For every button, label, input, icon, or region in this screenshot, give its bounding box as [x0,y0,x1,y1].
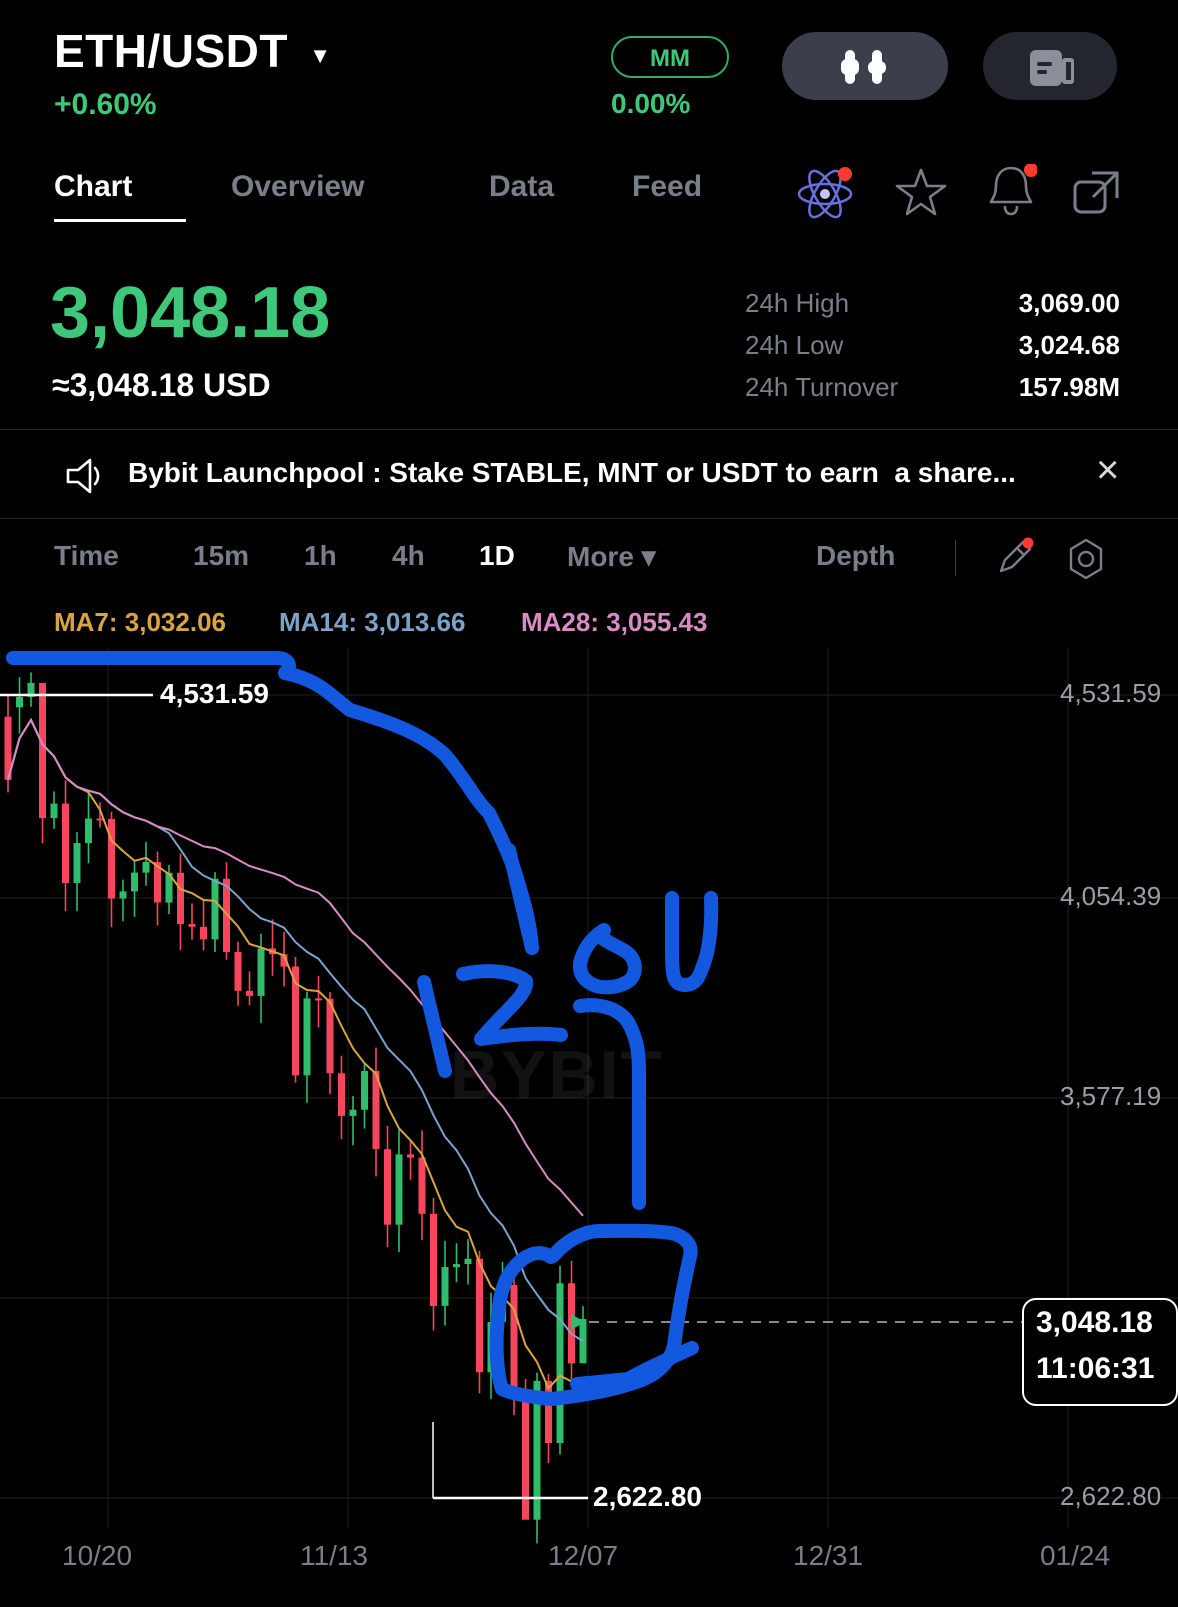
svg-text:BYBIT: BYBIT [450,1037,664,1113]
